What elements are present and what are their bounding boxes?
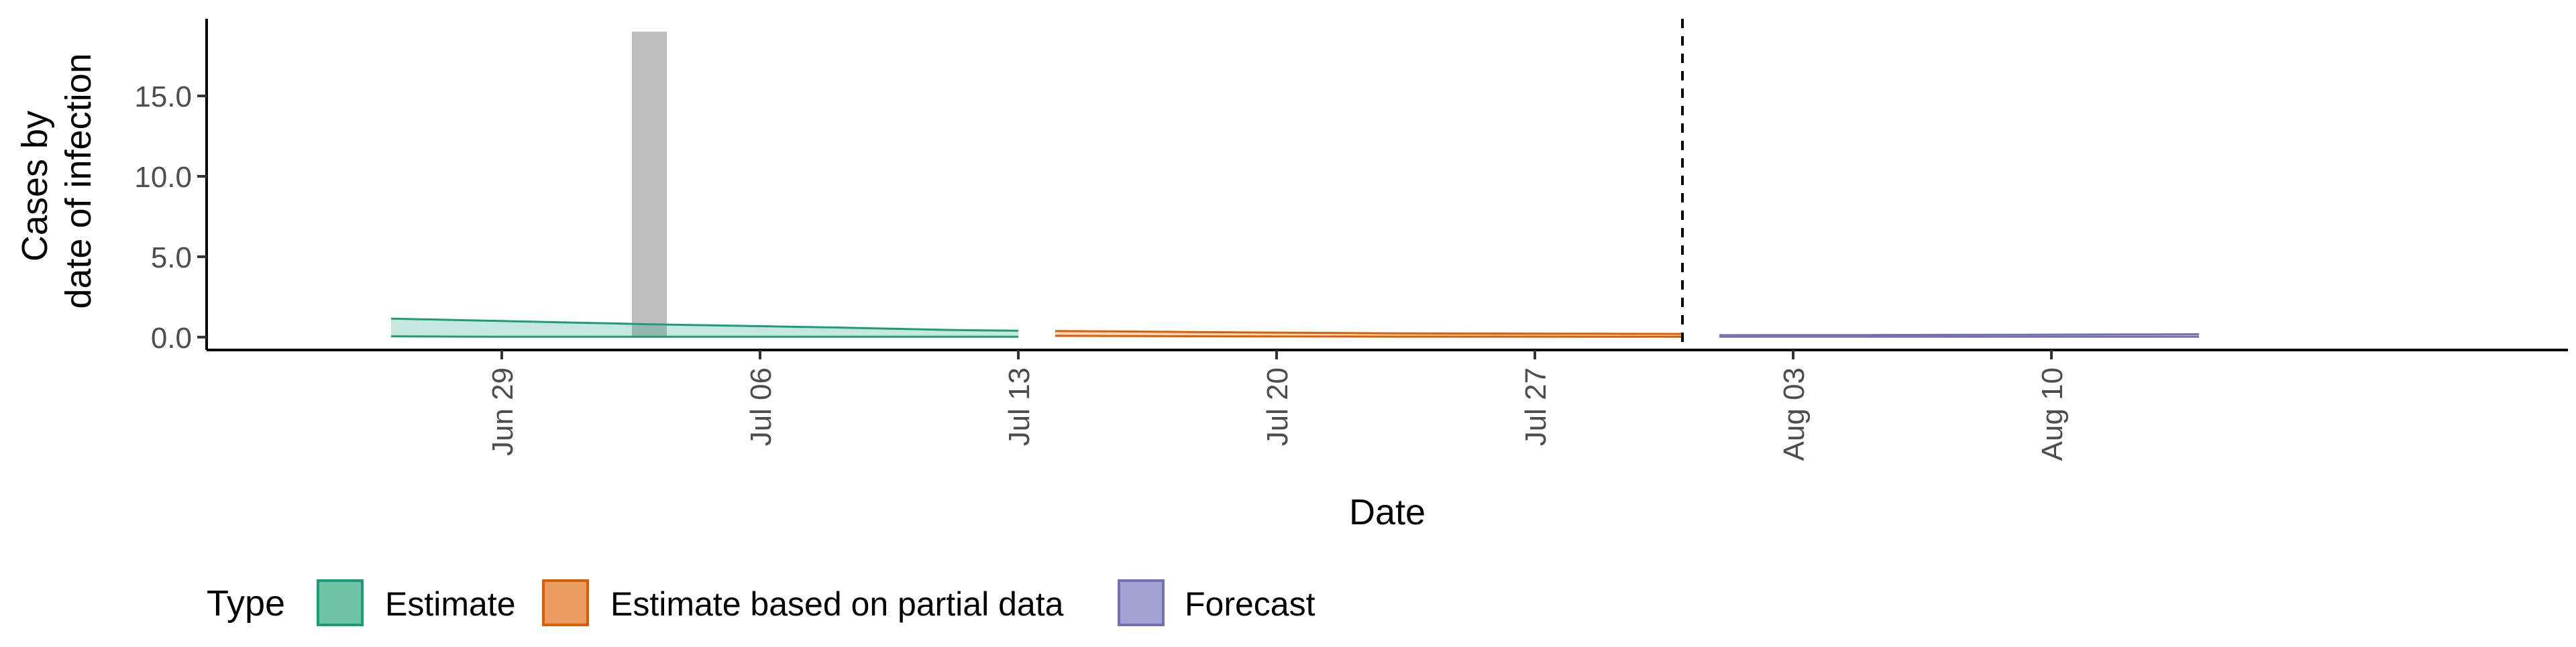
y-axis-title-line-1: Cases by: [15, 111, 55, 261]
y-axis-title-line-2: date of infection: [58, 53, 99, 308]
x-tick-label-6: Aug 10: [2036, 367, 2069, 461]
axes-layer: 0.0 5.0 10.0 15.0 Jun 29 Jul 06 Jul 13 Jul 20 Ju…: [134, 19, 2568, 461]
series-upper-line-estimate: [390, 317, 1019, 332]
series-upper-line-estimate-based-on-partial-data: [1055, 330, 1683, 335]
series-ribbon-estimate: [391, 318, 1018, 337]
y-tick-label-0: 0.0: [151, 322, 192, 355]
legend: Type Estimate Estimate based on partial …: [207, 579, 1316, 626]
y-axis-title: Cases by date of infection: [15, 53, 99, 308]
x-tick-label-2: Jul 13: [1003, 367, 1036, 446]
legend-label-partial-data: Estimate based on partial data: [610, 585, 1064, 623]
x-tick-label-1: Jul 06: [745, 367, 777, 446]
legend-key-estimate: [317, 579, 364, 626]
x-axis-title: Date: [1349, 492, 1426, 532]
y-tick-label-3: 15.0: [134, 80, 192, 113]
series-lower-line-estimate-based-on-partial-data: [1055, 335, 1682, 338]
x-tick-label-5: Aug 03: [1778, 367, 1811, 461]
legend-title: Type: [207, 583, 285, 624]
x-tick-label-4: Jul 27: [1519, 367, 1552, 446]
x-tick-label-0: Jun 29: [486, 367, 519, 456]
legend-label-forecast: Forecast: [1185, 585, 1316, 623]
y-tick-label-1: 5.0: [151, 241, 192, 274]
reported-cases-layer: [632, 32, 667, 337]
legend-key-partial-data: [542, 579, 589, 626]
legend-label-estimate: Estimate: [385, 585, 516, 623]
legend-key-forecast: [1118, 579, 1165, 626]
reported-cases-bar-0: [632, 32, 667, 337]
series-layer: [390, 317, 2200, 338]
y-tick-label-2: 10.0: [134, 161, 192, 194]
x-tick-label-3: Jul 20: [1261, 367, 1294, 446]
